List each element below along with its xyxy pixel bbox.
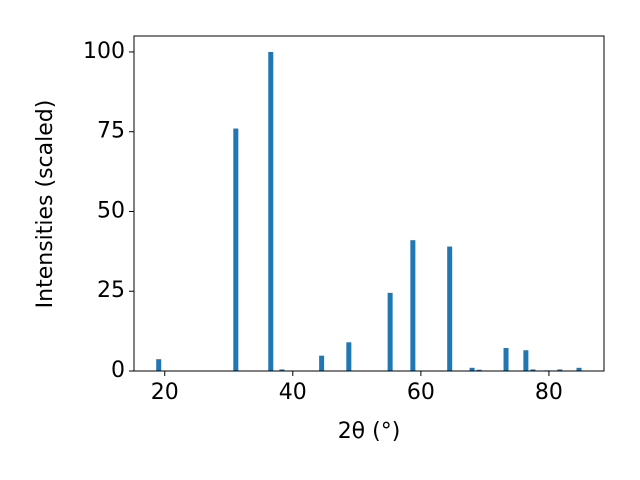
- bar: [268, 51, 274, 371]
- bar: [523, 350, 529, 371]
- bar: [447, 246, 453, 371]
- bar: [387, 292, 393, 371]
- bar: [503, 348, 509, 371]
- x-axis-label: 2θ (°): [338, 419, 401, 444]
- x-tick-label: 60: [407, 380, 435, 405]
- x-tick-label: 80: [535, 380, 563, 405]
- y-tick-label: 75: [97, 119, 125, 144]
- bar: [346, 342, 352, 371]
- y-tick-label: 25: [97, 278, 125, 303]
- bar: [156, 359, 162, 371]
- bar: [469, 367, 475, 371]
- bar: [576, 367, 582, 371]
- bar: [530, 369, 536, 371]
- x-tick-label: 40: [279, 380, 307, 405]
- bar: [410, 240, 416, 371]
- bar: [319, 355, 325, 371]
- bar: [233, 128, 239, 371]
- bar: [279, 369, 285, 371]
- y-tick-label: 100: [83, 39, 125, 64]
- bar: [557, 369, 563, 371]
- y-axis-label: Intensities (scaled): [33, 100, 58, 309]
- y-tick-label: 0: [111, 358, 125, 383]
- bar: [476, 369, 482, 371]
- x-tick-label: 20: [151, 380, 179, 405]
- plot-frame: [133, 35, 605, 372]
- y-tick-label: 50: [97, 198, 125, 223]
